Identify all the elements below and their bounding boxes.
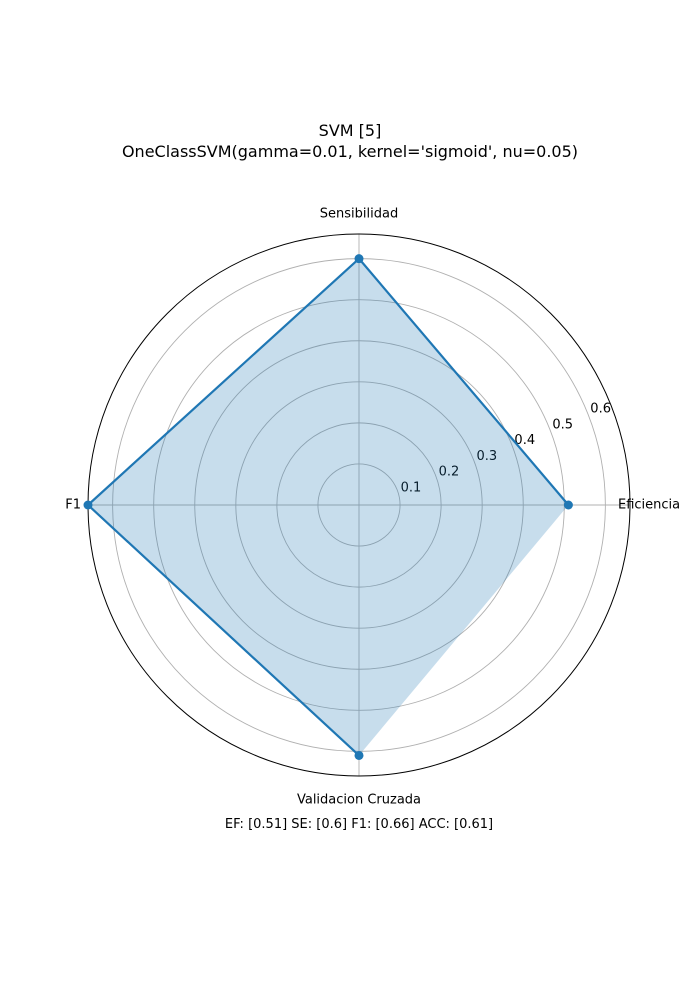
data-point <box>354 750 364 760</box>
radial-tick-label: 0.6 <box>590 402 611 417</box>
category-label: Validacion Cruzada <box>297 793 421 808</box>
radial-tick-label: 0.3 <box>477 449 498 464</box>
radial-tick-label: 0.1 <box>401 480 422 495</box>
data-point <box>354 254 364 264</box>
category-label: F1 <box>65 498 81 513</box>
category-label: Sensibilidad <box>320 207 398 222</box>
data-point <box>563 500 573 510</box>
metrics-summary: EF: [0.51] SE: [0.6] F1: [0.66] ACC: [0.… <box>224 817 494 832</box>
series-fill <box>88 258 569 756</box>
radial-tick-label: 0.4 <box>514 433 535 448</box>
chart-subtitle: OneClassSVM(gamma=0.01, kernel='sigmoid'… <box>121 142 579 161</box>
radial-tick-label: 0.5 <box>552 417 573 432</box>
series-line <box>86 257 570 757</box>
category-label: Eficiencia <box>618 498 680 513</box>
chart-title: SVM [5] <box>318 121 382 140</box>
data-point <box>83 500 93 510</box>
radial-tick-label: 0.2 <box>439 465 460 480</box>
